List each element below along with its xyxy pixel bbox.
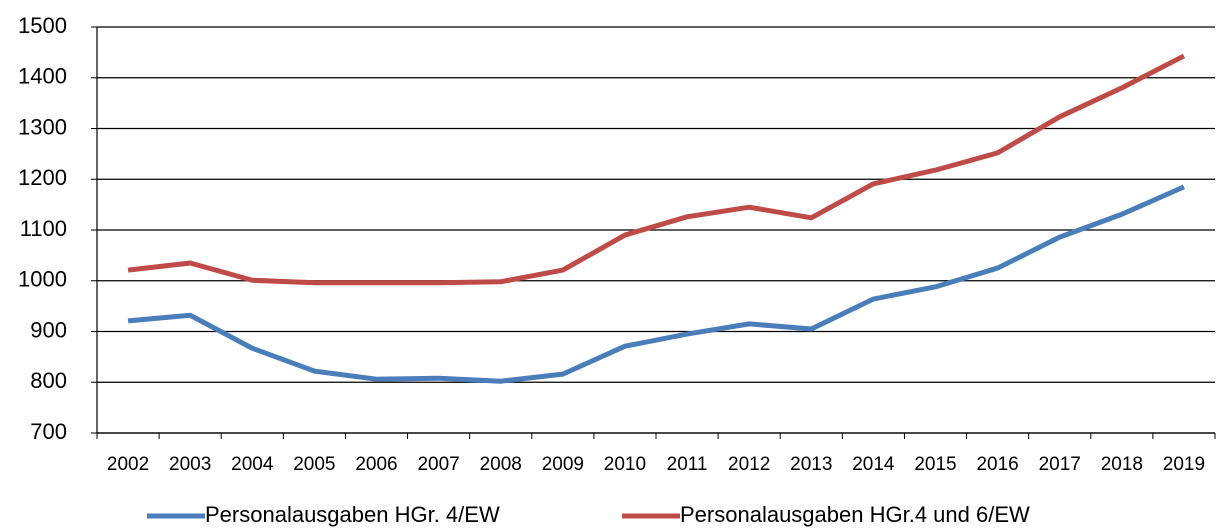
x-tick-label: 2016	[976, 454, 1018, 475]
y-tick-label: 1100	[20, 216, 67, 241]
series-line	[127, 53, 1186, 286]
y-tick-label: 700	[30, 419, 67, 444]
y-tick-label: 800	[30, 368, 67, 393]
y-tick-label: 1500	[18, 13, 67, 38]
y-tick-label: 1400	[18, 64, 67, 89]
x-tick-label: 2008	[480, 454, 522, 475]
x-tick-label: 2019	[1163, 454, 1205, 475]
x-tick-label: 2013	[790, 454, 832, 475]
x-tick-label: 2009	[542, 454, 584, 475]
x-tick-label: 2012	[728, 454, 770, 475]
y-tick-label: 1200	[18, 165, 67, 190]
legend-label: Personalausgaben HGr. 4/EW	[205, 502, 500, 527]
legend-label: Personalausgaben HGr.4 und 6/EW	[680, 502, 1030, 527]
x-tick-label: 2006	[355, 454, 397, 475]
x-tick-label: 2004	[231, 454, 274, 475]
series-line	[127, 184, 1185, 384]
x-tick-label: 2017	[1039, 454, 1081, 475]
x-tick-label: 2014	[852, 454, 895, 475]
y-tick-label: 1300	[18, 114, 67, 139]
x-tick-label: 2011	[667, 454, 708, 475]
x-tick-label: 2005	[293, 454, 335, 475]
x-tick-label: 2003	[169, 454, 211, 475]
y-tick-label: 1000	[18, 267, 67, 292]
y-tick-label: 900	[30, 317, 67, 342]
x-tick-label: 2018	[1101, 454, 1143, 475]
x-tick-label: 2010	[604, 454, 646, 475]
x-tick-label: 2002	[107, 454, 149, 475]
x-tick-label: 2015	[914, 454, 956, 475]
x-tick-label: 2007	[417, 454, 459, 475]
